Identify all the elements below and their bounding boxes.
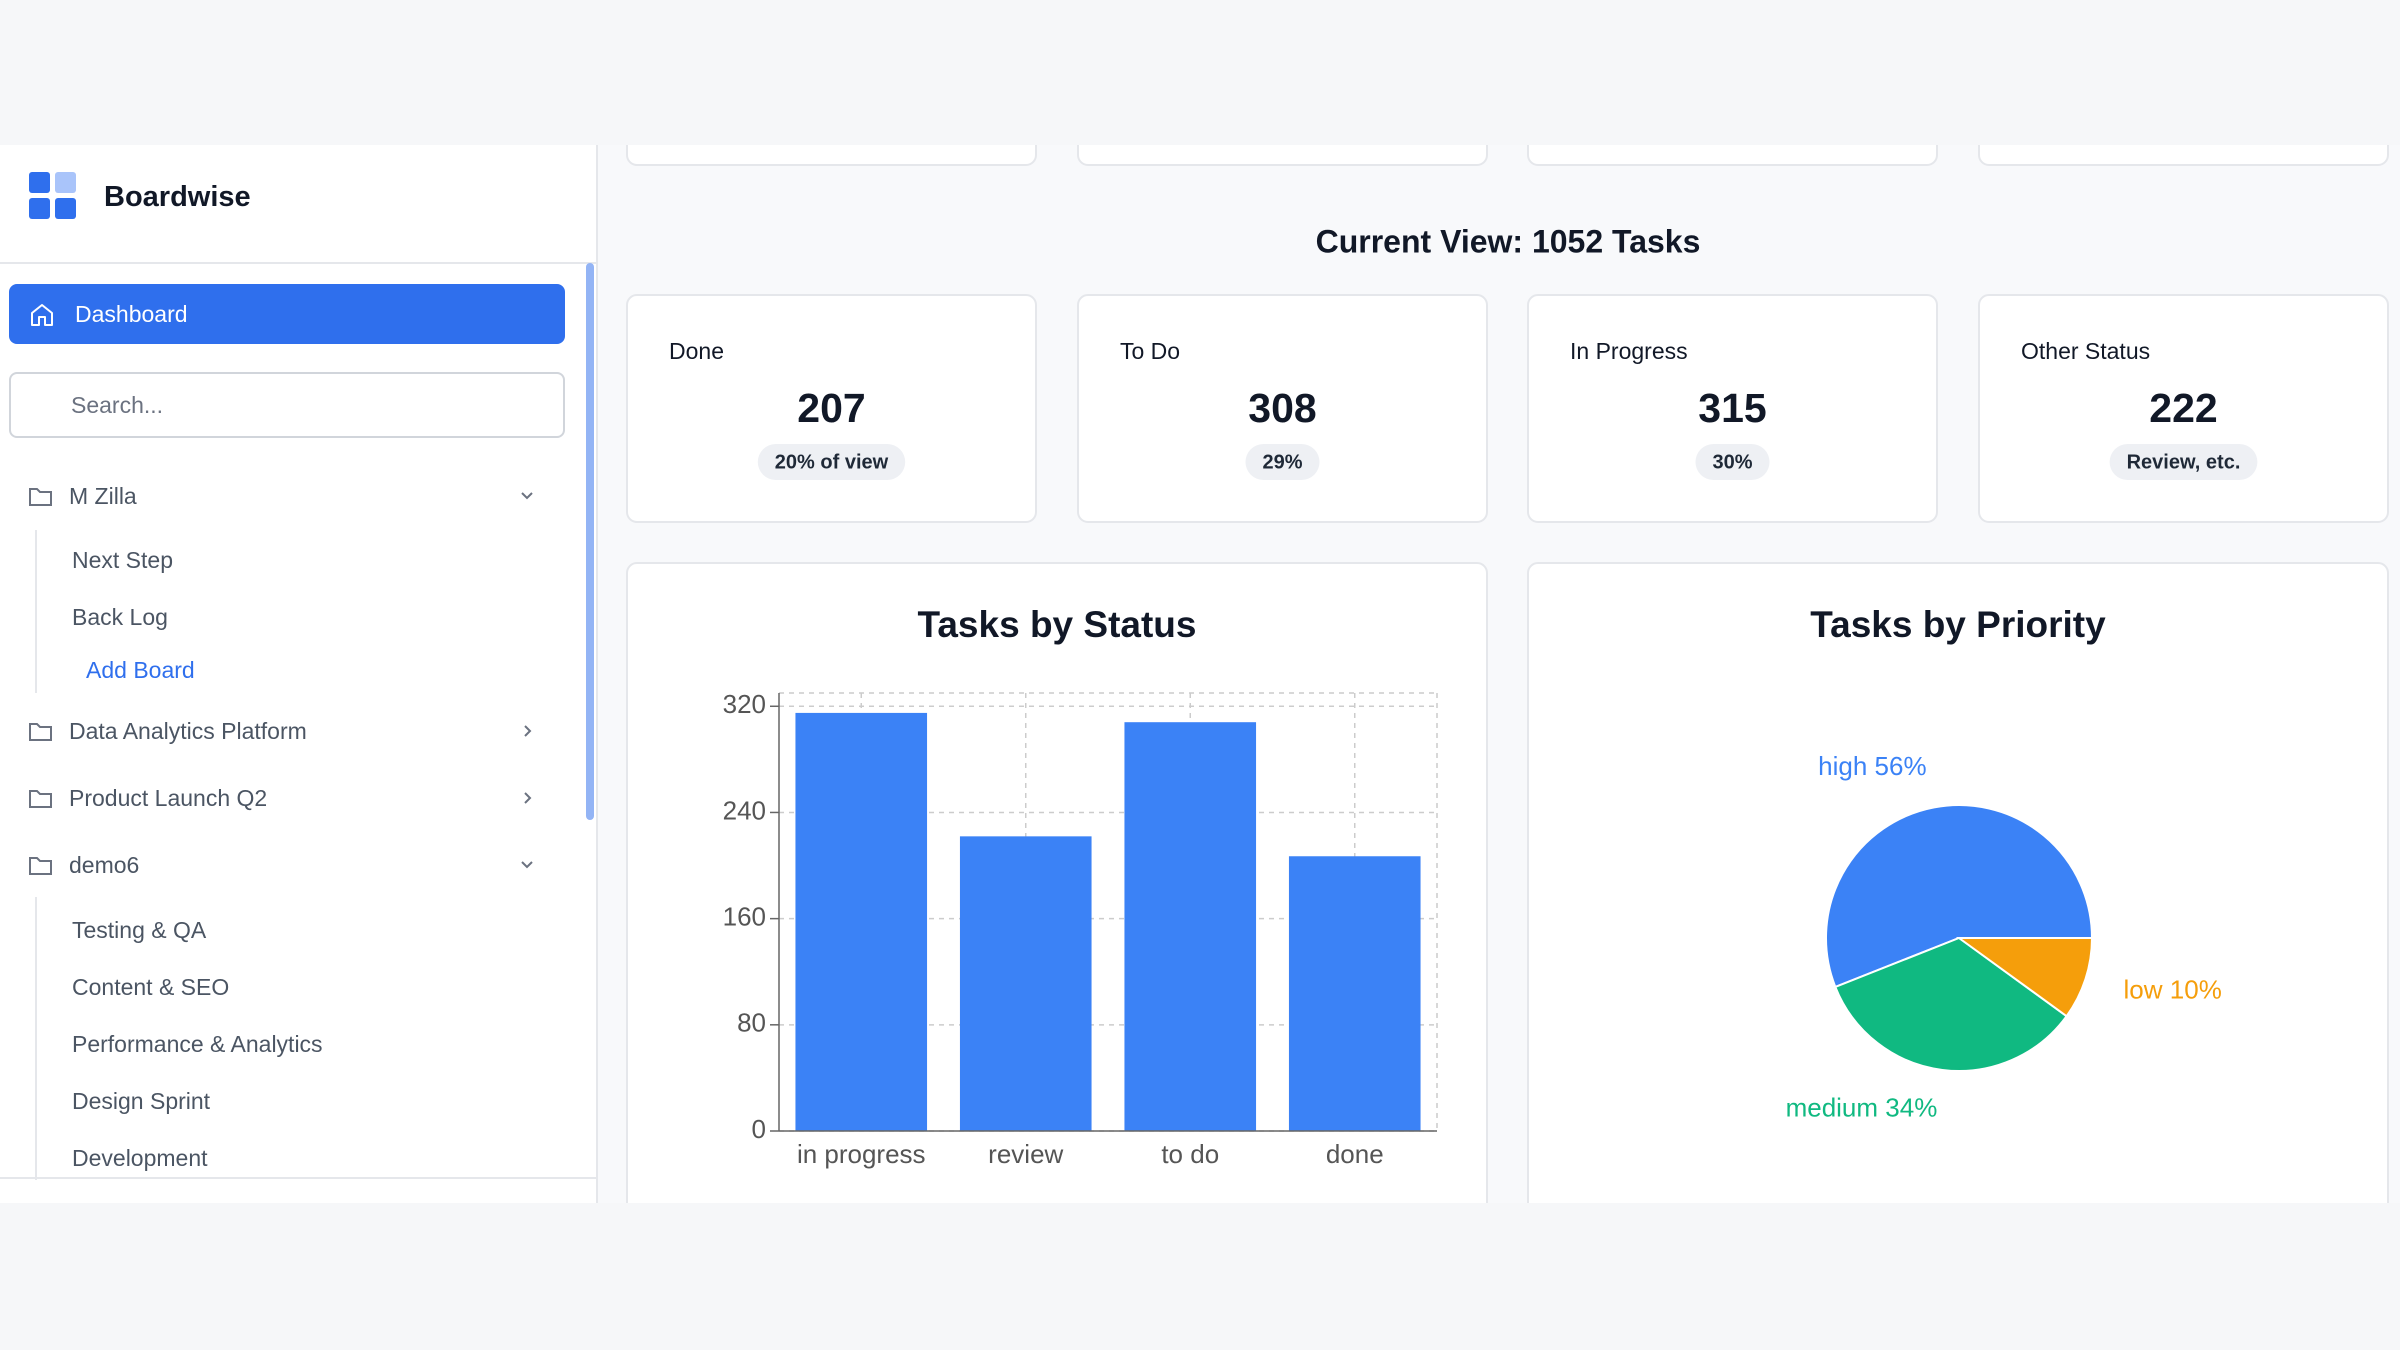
board[interactable]: Next Step	[72, 547, 173, 573]
stat-label: In Progress	[1570, 338, 1688, 364]
home-icon	[31, 304, 53, 326]
brand: Boardwise	[104, 181, 251, 213]
y-tick-label: 240	[723, 795, 766, 825]
badge	[1695, 444, 1770, 480]
folder-icon	[29, 488, 52, 506]
chevron-right[interactable]	[518, 723, 536, 739]
project[interactable]: demo6	[69, 852, 140, 878]
x-tick-label: in progress	[797, 1139, 926, 1169]
badge-text: Review, etc.	[2127, 451, 2241, 473]
add-board[interactable]: Add Board	[86, 657, 195, 683]
y-tick-label: 160	[723, 902, 766, 932]
app: Boardwise Dashboard Search... M Zilla Ne…	[0, 145, 2400, 1203]
board[interactable]: Back Log	[72, 604, 168, 630]
pie-label: medium 34%	[1786, 1093, 1938, 1123]
badge	[1245, 444, 1320, 480]
badge-text: 30%	[1712, 451, 1752, 473]
stat-label: Done	[669, 338, 724, 364]
badge-text: 20% of view	[775, 451, 889, 473]
chevron-right[interactable]	[518, 790, 536, 806]
stat-label: Other Status	[2021, 338, 2150, 364]
scrollbar[interactable]	[586, 263, 594, 820]
folder-icon	[29, 857, 52, 875]
divider	[0, 262, 596, 264]
board[interactable]: Content & SEO	[72, 974, 230, 1000]
badge	[757, 444, 906, 480]
tree-line	[35, 897, 37, 1180]
card	[1077, 145, 1488, 166]
board[interactable]: Design Sprint	[72, 1088, 211, 1114]
y-tick-label: 0	[752, 1114, 766, 1144]
bar	[959, 836, 1092, 1131]
search-placeholder: Search...	[71, 392, 164, 418]
pie-slice	[1825, 804, 2094, 989]
folder-icon	[29, 790, 52, 808]
x-tick-label: done	[1326, 1139, 1384, 1169]
chart-title: Tasks by Priority	[1810, 604, 2106, 645]
stat-card	[626, 294, 1037, 523]
logo	[29, 172, 76, 219]
search-box[interactable]: Search...	[9, 372, 565, 438]
board[interactable]: Performance & Analytics	[72, 1031, 323, 1057]
pie-slice	[1834, 936, 2068, 1072]
nav-label: Dashboard	[75, 301, 188, 327]
bar	[1288, 856, 1421, 1131]
chevron-down[interactable]	[518, 857, 536, 873]
badge-text: 29%	[1262, 451, 1302, 473]
chevron-down[interactable]	[518, 488, 536, 504]
main-content: Current View: 1052 Tasks Done 207 20% of v…	[626, 145, 2389, 1203]
card	[1527, 145, 1938, 166]
card	[1978, 145, 2389, 166]
y-tick-label: 320	[723, 689, 766, 719]
x-tick-label: review	[988, 1139, 1063, 1169]
stat-card	[1077, 294, 1488, 523]
tree-line	[35, 530, 37, 693]
stat-card	[1978, 294, 2389, 523]
nav-dashboard[interactable]: Dashboard	[9, 284, 565, 344]
stat-value: 315	[1698, 385, 1766, 431]
divider	[0, 1177, 596, 1179]
stat-label: To Do	[1120, 338, 1180, 364]
project[interactable]: Data Analytics Platform	[69, 718, 307, 744]
badge	[2109, 444, 2258, 480]
stat-value: 222	[2149, 385, 2217, 431]
card	[626, 145, 1037, 166]
heading: Current View: 1052 Tasks	[1316, 223, 1701, 259]
stat-value: 207	[797, 385, 865, 431]
bar	[1124, 722, 1257, 1131]
pie-label: high 56%	[1818, 751, 1926, 781]
stat-card	[1527, 294, 1938, 523]
y-tick-label: 80	[737, 1008, 766, 1038]
x-tick-label: to do	[1161, 1139, 1219, 1169]
sidebar: Boardwise Dashboard Search... M Zilla Ne…	[0, 145, 598, 1203]
stat-value: 308	[1248, 385, 1316, 431]
board[interactable]: Testing & QA	[72, 917, 207, 943]
chart-title: Tasks by Status	[918, 604, 1197, 645]
board[interactable]: Development	[72, 1145, 208, 1171]
project[interactable]: M Zilla	[69, 483, 137, 509]
folder-icon	[29, 723, 52, 741]
bar	[795, 712, 928, 1131]
pie-label: low 10%	[2124, 974, 2222, 1004]
pie-slice	[1955, 937, 2094, 1018]
project[interactable]: Product Launch Q2	[69, 785, 268, 811]
